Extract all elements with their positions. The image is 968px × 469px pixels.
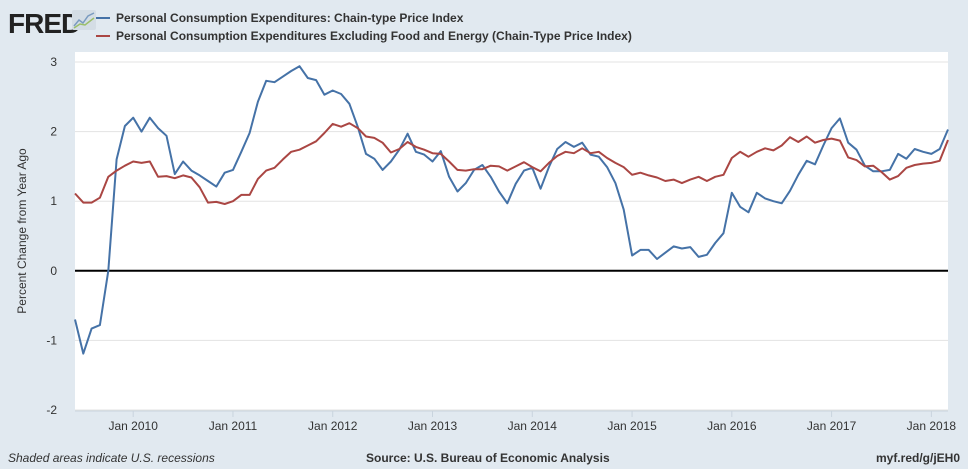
y-tick-label: 0: [50, 264, 57, 278]
x-tick-label: Jan 2018: [907, 419, 957, 433]
y-tick-label: -1: [46, 333, 57, 347]
recession-note: Shaded areas indicate U.S. recessions: [8, 451, 215, 465]
legend-label: Personal Consumption Expenditures: Chain…: [116, 11, 464, 25]
x-tick-label: Jan 2016: [707, 419, 757, 433]
x-tick-label: Jan 2014: [508, 419, 558, 433]
y-tick-label: 3: [50, 55, 57, 69]
legend-item-pce[interactable]: Personal Consumption Expenditures: Chain…: [96, 11, 463, 25]
series-line-pce: [74, 65, 949, 355]
x-tick-label: Jan 2015: [607, 419, 657, 433]
fred-chart-icon: [72, 10, 96, 30]
series-line-core-pce: [74, 122, 949, 205]
legend-swatch-blue: [96, 17, 110, 19]
y-axis-title: Percent Change from Year Ago: [15, 148, 29, 314]
y-tick-label: -2: [46, 403, 57, 417]
legend-swatch-red: [96, 35, 110, 37]
legend-label: Personal Consumption Expenditures Exclud…: [116, 29, 632, 43]
y-tick-label: 1: [50, 194, 57, 208]
x-tick-label: Jan 2013: [408, 419, 458, 433]
legend-item-core-pce[interactable]: Personal Consumption Expenditures Exclud…: [96, 29, 632, 43]
plot-area: [75, 52, 948, 411]
x-tick-label: Jan 2012: [308, 419, 358, 433]
x-tick-label: Jan 2017: [807, 419, 857, 433]
source-note: Source: U.S. Bureau of Economic Analysis: [366, 451, 610, 465]
short-url-link[interactable]: myf.red/g/jEH0: [875, 451, 960, 465]
x-tick-label: Jan 2011: [209, 419, 258, 433]
y-tick-label: 2: [50, 125, 57, 139]
x-tick-label: Jan 2010: [109, 419, 159, 433]
fred-logo[interactable]: FRED: [8, 8, 81, 39]
